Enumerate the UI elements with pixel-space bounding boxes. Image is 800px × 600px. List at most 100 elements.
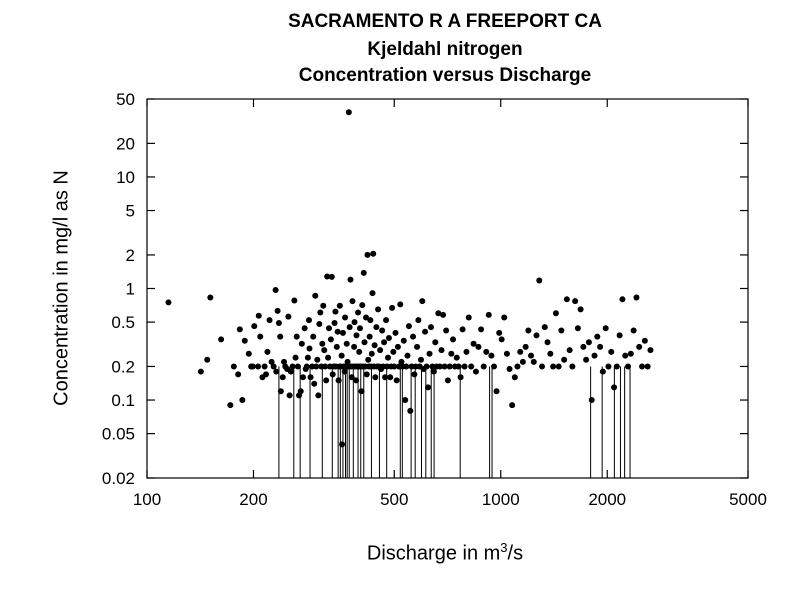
x-tick-label: 5000 bbox=[729, 490, 767, 509]
y-tick-label: 0.2 bbox=[111, 357, 135, 376]
data-point bbox=[204, 356, 211, 363]
data-point bbox=[371, 342, 378, 349]
data-point bbox=[407, 407, 414, 414]
data-point bbox=[390, 348, 397, 355]
data-point bbox=[384, 354, 391, 361]
y-tick-label: 10 bbox=[116, 168, 135, 187]
data-point bbox=[509, 402, 516, 409]
data-point bbox=[511, 374, 518, 381]
data-point bbox=[274, 307, 281, 314]
data-point bbox=[488, 352, 495, 359]
data-point bbox=[493, 388, 500, 395]
data-point bbox=[394, 343, 401, 350]
data-point bbox=[463, 348, 470, 355]
data-point bbox=[305, 317, 312, 324]
data-point bbox=[373, 324, 380, 331]
data-point bbox=[322, 363, 329, 370]
data-point bbox=[315, 392, 322, 399]
data-point bbox=[622, 352, 629, 359]
data-point bbox=[353, 332, 360, 339]
data-point bbox=[341, 368, 348, 375]
data-point bbox=[287, 368, 294, 375]
data-point bbox=[266, 317, 273, 324]
data-point bbox=[326, 325, 333, 332]
data-point bbox=[319, 340, 326, 347]
data-point bbox=[383, 317, 390, 324]
data-point bbox=[264, 348, 271, 355]
data-point bbox=[550, 363, 557, 370]
data-point bbox=[343, 340, 350, 347]
data-point bbox=[241, 337, 248, 344]
data-point bbox=[519, 358, 526, 365]
x-tick-label: 200 bbox=[239, 490, 267, 509]
data-point bbox=[547, 350, 554, 357]
data-points bbox=[165, 109, 654, 448]
data-point bbox=[391, 363, 398, 370]
data-point bbox=[594, 333, 601, 340]
data-point bbox=[255, 363, 262, 370]
data-point bbox=[393, 377, 400, 384]
data-point bbox=[400, 337, 407, 344]
data-point bbox=[387, 374, 394, 381]
data-point bbox=[257, 333, 264, 340]
data-point bbox=[630, 327, 637, 334]
data-point bbox=[299, 374, 306, 381]
data-point bbox=[608, 348, 615, 355]
data-point bbox=[328, 273, 335, 280]
data-point bbox=[303, 363, 310, 370]
data-point bbox=[227, 402, 234, 409]
data-point bbox=[339, 441, 346, 448]
axis-ticks: 100 200 500 1000 2000 5000 0.02 0.05 0.1 0.2 0.5 1 2… bbox=[102, 90, 767, 509]
data-point bbox=[392, 329, 399, 336]
data-point bbox=[275, 320, 282, 327]
data-point bbox=[459, 326, 466, 333]
data-point bbox=[358, 388, 365, 395]
data-point bbox=[552, 310, 559, 317]
data-point bbox=[436, 363, 443, 370]
data-point bbox=[457, 374, 464, 381]
data-point bbox=[501, 314, 508, 321]
data-point bbox=[419, 298, 426, 305]
data-point bbox=[375, 306, 382, 313]
data-point bbox=[285, 313, 292, 320]
data-point bbox=[435, 310, 442, 317]
data-point bbox=[382, 374, 389, 381]
data-point bbox=[353, 377, 360, 384]
chart-title-line-1: SACRAMENTO R A FREEPORT CA bbox=[288, 11, 602, 32]
data-point bbox=[440, 311, 447, 318]
data-point bbox=[197, 368, 204, 375]
data-point bbox=[363, 314, 370, 321]
data-point bbox=[298, 340, 305, 347]
data-point bbox=[329, 371, 336, 378]
data-point bbox=[342, 314, 349, 321]
x-axis-label-superscript: 3 bbox=[500, 540, 508, 555]
data-point bbox=[405, 323, 412, 330]
data-point bbox=[448, 350, 455, 357]
data-point bbox=[599, 368, 606, 375]
y-tick-label: 0.5 bbox=[111, 313, 135, 332]
data-point bbox=[627, 350, 634, 357]
data-point bbox=[647, 347, 654, 354]
y-tick-label: 0.1 bbox=[111, 391, 135, 410]
data-point bbox=[310, 333, 317, 340]
data-point bbox=[429, 363, 436, 370]
data-point bbox=[422, 328, 429, 335]
x-tick-label: 500 bbox=[380, 490, 408, 509]
data-point bbox=[572, 298, 579, 305]
data-point bbox=[385, 334, 392, 341]
data-point bbox=[331, 320, 338, 327]
data-point bbox=[286, 392, 293, 399]
data-point bbox=[397, 301, 404, 308]
data-point bbox=[639, 363, 646, 370]
plot-frame bbox=[146, 98, 749, 479]
data-point bbox=[423, 363, 430, 370]
data-point bbox=[346, 324, 353, 331]
data-point bbox=[356, 325, 363, 332]
data-point bbox=[348, 374, 355, 381]
chart-title-line-2: Kjeldahl nitrogen bbox=[367, 39, 523, 60]
data-point bbox=[633, 294, 640, 301]
data-point bbox=[404, 352, 411, 359]
data-point bbox=[475, 343, 482, 350]
data-point bbox=[307, 374, 314, 381]
data-point bbox=[541, 324, 548, 331]
